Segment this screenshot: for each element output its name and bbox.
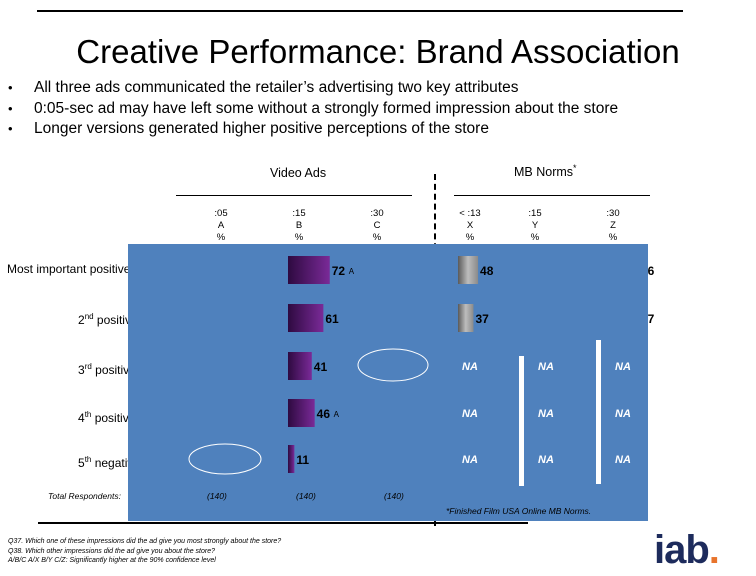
column-letter: A (217, 220, 225, 231)
bullet-item: Longer versions generated higher positiv… (8, 119, 618, 140)
data-label-b: 11 (296, 453, 309, 467)
na-label-y: NA (538, 361, 554, 373)
column-unit: % (216, 232, 226, 243)
row-label-2: 2nd positive (78, 312, 138, 327)
bullet-list: All three ads communicated the retailer’… (8, 78, 618, 140)
data-label-b: 41 (314, 360, 328, 374)
mb-norms-label: MB Norms (514, 165, 574, 180)
row-label-ordinal: 3 (78, 363, 85, 377)
column-header-x: < :13 X % (450, 208, 490, 244)
data-label-x: 37 (475, 312, 489, 326)
highlight-ellipse (357, 348, 429, 382)
na-label-x: NA (462, 454, 478, 466)
bar-b (288, 399, 315, 427)
footnote: Q38. Which other impressions did the ad … (8, 547, 216, 555)
column-unit: % (294, 232, 304, 243)
na-label-z: NA (615, 408, 631, 420)
bar-b (288, 304, 324, 332)
column-header-b: :15 B % (279, 208, 319, 244)
significance-label: A (334, 410, 340, 419)
column-letter: X (466, 220, 474, 231)
footnote: A/B/C A/X B/Y C/Z: Significantly higher … (8, 557, 216, 564)
overlay-panel (128, 244, 648, 521)
video-ads-rule (176, 195, 412, 196)
total-value-c: (140) (384, 491, 404, 501)
column-length: :05 (214, 208, 228, 219)
column-length: < :13 (459, 208, 481, 219)
column-letter: C (373, 220, 381, 231)
row-label-suffix: th (84, 410, 92, 419)
data-label-z: 56 (641, 264, 655, 278)
logo-text: iab (654, 528, 710, 572)
na-label-x: NA (462, 408, 478, 420)
column-length: :30 (606, 208, 620, 219)
bullet-item: 0:05-sec ad may have left some without a… (8, 99, 618, 120)
column-header-y: :15 Y % (515, 208, 555, 244)
bar-x (458, 256, 479, 284)
mb-norms-asterisk: * (573, 163, 577, 173)
bar-x (458, 304, 474, 332)
highlight-ellipse (188, 443, 262, 475)
row-label-text: positive (91, 411, 136, 425)
column-letter: Y (531, 220, 539, 231)
row-label-3: 3rd positive (78, 362, 136, 377)
iab-logo: iab. (654, 528, 720, 573)
bar-b (288, 445, 295, 473)
column-header-a: :05 A % (201, 208, 241, 244)
row-label-1: Most important positive (7, 262, 130, 276)
footnote: Q37. Which one of these impressions did … (8, 538, 282, 545)
logo-dot: . (708, 528, 720, 572)
mb-norms-rule (454, 195, 650, 196)
column-letter: B (295, 220, 303, 231)
row-label-text: positive (91, 363, 136, 377)
column-header-z: :30 Z % (593, 208, 633, 244)
totals-label: Total Respondents: (48, 491, 121, 501)
data-label-b: 46 (317, 407, 331, 421)
significance-label: A (349, 267, 355, 276)
row-label-ordinal: 2 (78, 313, 85, 327)
data-label-b: 61 (325, 312, 339, 326)
norms-note: *Finished Film USA Online MB Norms. (446, 506, 592, 516)
bar-b (288, 256, 330, 284)
footnotes: Q37. Which one of these impressions did … (8, 537, 281, 566)
na-label-z: NA (615, 454, 631, 466)
column-unit: % (372, 232, 382, 243)
video-ads-header: Video Ads (270, 166, 327, 180)
bar-b (288, 352, 312, 380)
row-label-ordinal: 5 (78, 456, 85, 470)
row-label-ordinal: 4 (78, 411, 85, 425)
top-rule (37, 10, 683, 12)
norms-divider (519, 356, 524, 486)
mb-norms-header: MB Norms* (514, 163, 577, 179)
total-value-a: (140) (207, 491, 227, 501)
bullet-item: All three ads communicated the retailer’… (8, 78, 618, 99)
row-label-text: positive (93, 313, 138, 327)
data-label-z: 57 (641, 312, 655, 326)
row-label-suffix: th (84, 455, 92, 464)
column-unit: % (530, 232, 540, 243)
column-unit: % (465, 232, 475, 243)
total-value-b: (140) (296, 491, 316, 501)
column-unit: % (608, 232, 618, 243)
page-title: Creative Performance: Brand Association (76, 33, 680, 70)
column-length: :30 (370, 208, 384, 219)
na-label-x: NA (462, 361, 478, 373)
row-label-suffix: nd (84, 312, 94, 321)
row-label-4: 4th positive (78, 410, 135, 425)
norms-divider (596, 340, 601, 484)
row-label-text: Most important positive (7, 262, 131, 276)
column-letter: Z (610, 220, 616, 231)
data-label-x: 48 (480, 264, 494, 278)
column-length: :15 (292, 208, 306, 219)
bottom-rule (38, 522, 528, 524)
column-header-c: :30 C % (357, 208, 397, 244)
data-label-b: 72 (332, 264, 346, 278)
row-label-suffix: rd (84, 362, 92, 371)
na-label-z: NA (615, 361, 631, 373)
na-label-y: NA (538, 408, 554, 420)
na-label-y: NA (538, 454, 554, 466)
column-length: :15 (528, 208, 542, 219)
